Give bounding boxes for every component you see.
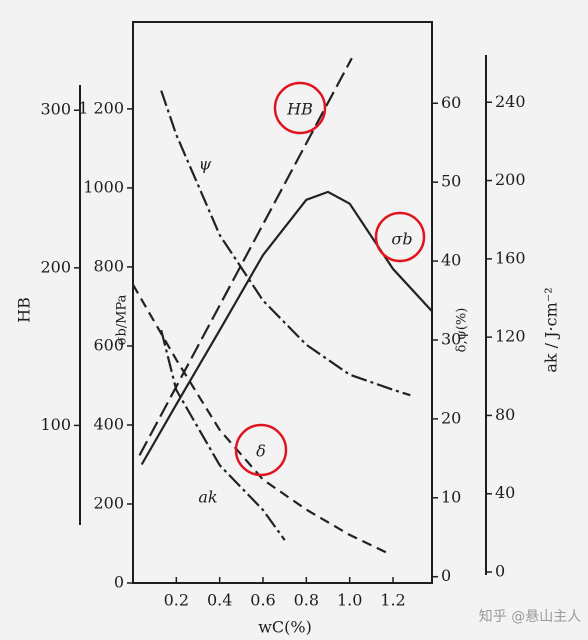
y-axis-label: δ,ψ(%)	[455, 308, 470, 353]
x-tick-label: 0.4	[207, 591, 232, 610]
watermark: 知乎 @悬山主人	[479, 608, 581, 625]
highlight-circle	[234, 423, 288, 477]
y-tick-label: 120	[495, 327, 526, 346]
x-tick-label: 0.6	[250, 591, 275, 610]
series-label: ak	[198, 488, 217, 507]
y-axis-label: σb/MPa	[115, 294, 130, 345]
series-label: δ	[256, 442, 266, 461]
y-tick-label: 40	[441, 251, 461, 270]
series-label: σb	[391, 230, 412, 249]
y-tick-label: 100	[40, 415, 71, 434]
y-tick-label: 0	[441, 566, 451, 585]
y-tick-label: 1000	[83, 177, 124, 196]
x-tick-label: 1.0	[337, 591, 362, 610]
y-tick-label: 600	[93, 335, 124, 354]
y-tick-label: 80	[495, 405, 515, 424]
y-tick-label: 40	[495, 483, 515, 502]
x-tick-label: 0.2	[164, 591, 189, 610]
y-tick-label: 20	[441, 408, 461, 427]
y-tick-label: 240	[495, 92, 526, 111]
y-tick-label: 200	[93, 493, 124, 512]
y-tick-label: 60	[441, 93, 461, 112]
x-tick-label: 0.8	[294, 591, 319, 610]
x-axis-label: wC(%)	[258, 618, 312, 637]
series-line	[138, 57, 353, 456]
y-axis-label: ak / J·cm⁻²	[542, 287, 561, 372]
y-tick-label: 300	[40, 100, 71, 119]
y-tick-label: 0	[495, 562, 505, 581]
highlight-circle	[273, 81, 327, 135]
y-tick-label: 10	[441, 487, 461, 506]
y-tick-label: 200	[495, 170, 526, 189]
series-label: ψ	[199, 155, 212, 174]
series-line	[160, 329, 286, 541]
series-line	[132, 284, 392, 556]
y-tick-label: 160	[495, 248, 526, 267]
highlight-circle	[374, 211, 426, 263]
y-tick-label: 400	[93, 414, 124, 433]
y-tick-label: 50	[441, 172, 461, 191]
series-line	[160, 90, 411, 397]
y-tick-label: 0	[114, 573, 124, 592]
y-tick-label: 800	[93, 256, 124, 275]
y-axis-label: HB	[15, 297, 34, 323]
x-tick-label: 1.2	[380, 591, 405, 610]
y-tick-label: 1 200	[78, 98, 124, 117]
y-tick-label: 200	[40, 257, 71, 276]
y-tick-label: 30	[441, 329, 461, 348]
series-label: HB	[286, 100, 313, 119]
